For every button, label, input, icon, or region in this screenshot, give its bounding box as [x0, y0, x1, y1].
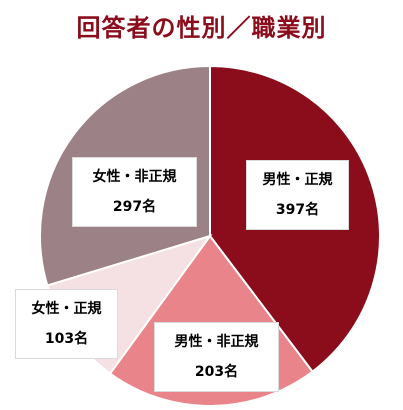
label-female-nonregular: 女性・非正規 297名	[72, 157, 197, 227]
label-male-regular: 男性・正規 397名	[246, 160, 349, 230]
chart-title: 回答者の性別／職業別	[76, 14, 327, 42]
label-male-regular-name: 男性・正規	[262, 172, 333, 188]
label-male-regular-value: 397名	[275, 202, 320, 218]
label-male-nonregular-name: 男性・非正規	[174, 334, 259, 350]
label-male-nonregular: 男性・非正規 203名	[154, 322, 279, 392]
label-female-nonregular-value: 297名	[112, 199, 157, 215]
label-male-nonregular-value: 203名	[194, 364, 239, 380]
label-female-nonregular-name: 女性・非正規	[92, 169, 177, 185]
label-female-regular-name: 女性・正規	[31, 301, 102, 317]
label-female-regular-value: 103名	[44, 331, 89, 347]
label-female-regular: 女性・正規 103名	[15, 289, 118, 359]
